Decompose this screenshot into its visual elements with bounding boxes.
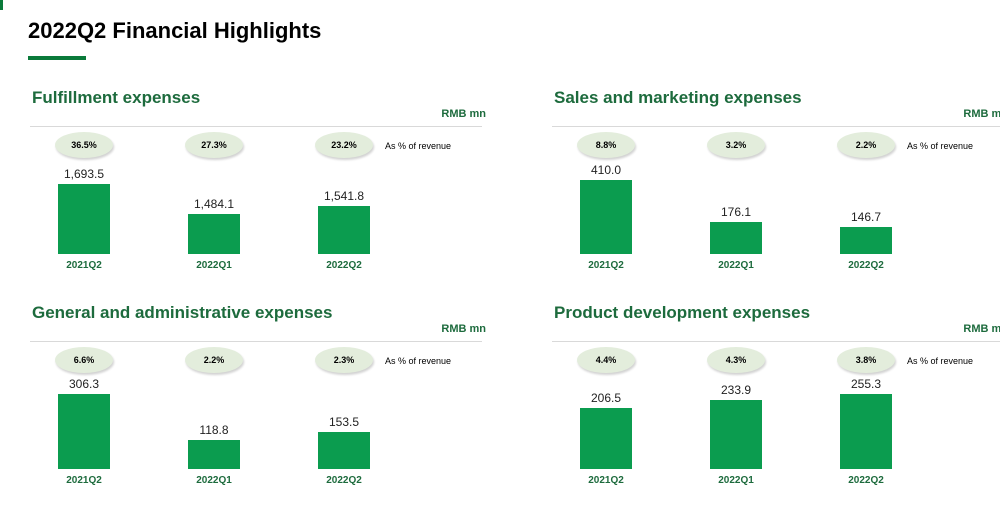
pct-revenue-badge: 23.2% <box>315 132 373 158</box>
bar <box>188 213 240 254</box>
bar-plot: 206.5 2021Q2 233.9 2022Q1 255.3 2022Q2 <box>552 373 1000 491</box>
pct-revenue-badge: 6.6% <box>55 347 113 373</box>
bar <box>710 400 762 469</box>
pct-note: As % of revenue <box>907 141 974 151</box>
unit-label: RMB mn <box>963 323 1000 335</box>
category-label: 2022Q2 <box>326 260 362 271</box>
pct-revenue-badge: 2.3% <box>315 347 373 373</box>
bar <box>188 440 240 469</box>
unit-label: RMB mn <box>963 108 1000 120</box>
panel-product-development: Product development expenses RMB mn 206.… <box>552 303 1000 513</box>
category-label: 2021Q2 <box>66 475 102 486</box>
bar <box>580 179 632 254</box>
category-label: 2021Q2 <box>66 260 102 271</box>
panel-title: Product development expenses <box>554 303 811 322</box>
category-label: 2021Q2 <box>588 260 624 271</box>
bar-value-label: 233.9 <box>720 383 752 398</box>
pct-revenue-badge: 4.3% <box>707 347 765 373</box>
bar-value-label: 176.1 <box>720 205 752 220</box>
panel-general-administrative: General and administrative expenses RMB … <box>30 303 510 513</box>
bar <box>318 431 370 469</box>
pct-revenue-badge: 2.2% <box>185 347 243 373</box>
bar-value-label: 146.7 <box>850 210 882 225</box>
bar-plot: 1,693.5 2021Q2 1,484.1 2022Q1 1,541.8 2022Q2 <box>30 158 510 276</box>
divider <box>30 341 482 342</box>
panel-fulfillment: Fulfillment expenses RMB mn 1,693.5 2021Q… <box>30 88 510 298</box>
category-label: 2022Q1 <box>196 475 232 486</box>
bar-value-label: 118.8 <box>199 423 229 438</box>
bar-value-label: 1,541.8 <box>323 188 365 203</box>
panel-sales-marketing: Sales and marketing expenses RMB mn 410.… <box>552 88 1000 298</box>
bar-value-label: 410.0 <box>590 162 622 177</box>
pct-revenue-badge: 36.5% <box>55 132 113 158</box>
divider <box>30 126 482 127</box>
category-label: 2022Q2 <box>848 260 884 271</box>
bar-value-label: 1,484.1 <box>193 196 235 211</box>
divider <box>552 126 1000 127</box>
pct-revenue-badge: 4.4% <box>577 347 635 373</box>
title-underline <box>28 56 86 60</box>
category-label: 2022Q1 <box>718 475 754 486</box>
pct-note: As % of revenue <box>907 356 974 366</box>
pct-note: As % of revenue <box>385 356 452 366</box>
bar-value-label: 1,693.5 <box>63 167 105 181</box>
bar-plot: 306.3 2021Q2 118.8 2022Q1 153.5 2022Q2 <box>30 373 510 491</box>
panel-title: Fulfillment expenses <box>32 88 201 107</box>
bar-value-label: 206.5 <box>590 391 622 406</box>
bar-value-label: 306.3 <box>68 377 100 392</box>
pct-revenue-badge: 3.2% <box>707 132 765 158</box>
divider <box>552 341 1000 342</box>
page-title: 2022Q2 Financial Highlights <box>28 18 322 43</box>
pct-revenue-badge: 2.2% <box>837 132 895 158</box>
pct-revenue-badge: 27.3% <box>185 132 243 158</box>
panel-title: Sales and marketing expenses <box>554 88 802 107</box>
bar <box>840 227 892 254</box>
bar-plot: 410.0 2021Q2 176.1 2022Q1 146.7 2022Q2 <box>552 158 1000 276</box>
unit-label: RMB mn <box>441 108 486 120</box>
category-label: 2022Q1 <box>718 260 754 271</box>
pct-revenue-badge: 3.8% <box>837 347 895 373</box>
category-label: 2022Q2 <box>326 475 362 486</box>
bar-value-label: 255.3 <box>850 376 882 391</box>
corner-accent-mark <box>0 0 3 10</box>
bar <box>580 408 632 469</box>
bar <box>58 394 110 469</box>
bar <box>318 205 370 254</box>
category-label: 2022Q2 <box>848 475 884 486</box>
bar <box>840 393 892 469</box>
category-label: 2021Q2 <box>588 475 624 486</box>
unit-label: RMB mn <box>441 323 486 335</box>
bar-value-label: 153.5 <box>328 414 360 429</box>
panel-title: General and administrative expenses <box>32 303 333 322</box>
pct-note: As % of revenue <box>385 141 452 151</box>
pct-revenue-badge: 8.8% <box>577 132 635 158</box>
bar <box>58 184 110 254</box>
category-label: 2022Q1 <box>196 260 232 271</box>
bar <box>710 222 762 254</box>
